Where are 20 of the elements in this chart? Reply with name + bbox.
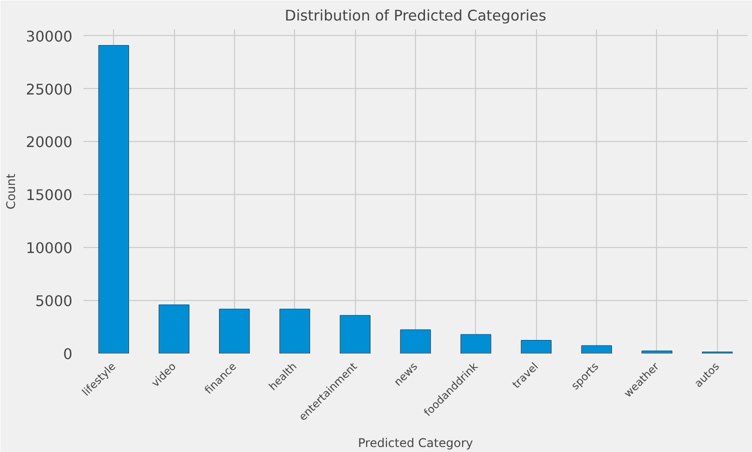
y-tick-label: 0: [63, 346, 73, 363]
bar: [219, 308, 250, 354]
bar: [460, 334, 492, 354]
bar: [581, 345, 612, 354]
x-axis-title: Predicted Category: [358, 436, 473, 450]
bar: [279, 308, 310, 354]
bar: [340, 315, 370, 354]
y-tick-label: 15000: [26, 187, 72, 204]
bar: [520, 340, 552, 354]
bar: [642, 350, 672, 354]
bar: [98, 45, 130, 354]
y-tick-label: 25000: [26, 81, 72, 98]
y-tick-label: 5000: [35, 293, 73, 310]
y-tick-label: 10000: [26, 240, 72, 258]
y-tick-label: 20000: [26, 134, 72, 152]
bar: [400, 329, 431, 354]
bar: [158, 304, 190, 354]
chart-title: Distribution of Predicted Categories: [284, 8, 546, 24]
y-axis-title: Count: [4, 173, 18, 210]
y-tick-label: 30000: [26, 28, 72, 46]
